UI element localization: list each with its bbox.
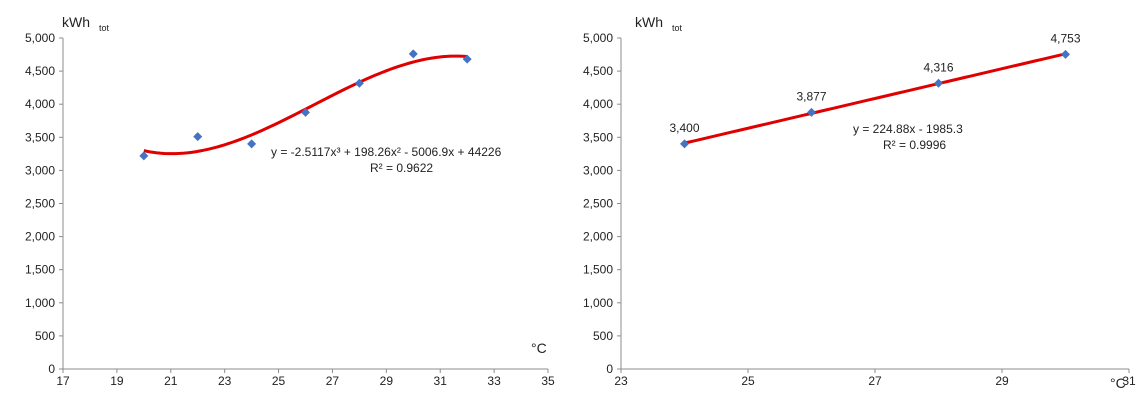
chart-1-x-tick-label: 27 [326, 374, 340, 388]
chart-2-y-tick-label: 500 [593, 329, 613, 343]
chart-2-data-label: 3,400 [669, 121, 699, 135]
chart-1-data-point [354, 78, 364, 88]
chart-2-y-tick-label: 4,000 [583, 97, 613, 111]
chart-2-y-axis-label-sub: tot [672, 23, 683, 33]
chart-1-equation: y = -2.5117x³ + 198.26x² - 5006.9x + 442… [271, 145, 502, 159]
chart-1-y-axis-label: kWh [62, 14, 90, 30]
chart-2-data-point [807, 107, 816, 117]
chart-1-r-squared: R² = 0.9622 [370, 161, 433, 175]
chart-1-y-tick-label: 4,500 [25, 64, 55, 78]
chart-1-data-point [247, 139, 257, 149]
chart-2-x-tick-label: 31 [1122, 374, 1136, 388]
chart-2-data-point [934, 78, 943, 88]
chart-1-x-tick-label: 25 [272, 374, 286, 388]
chart-1-data-point [193, 132, 203, 142]
chart-2-x-axis-label: °C [1110, 375, 1126, 391]
chart-2-trendline [684, 52, 1066, 145]
chart-1-y-tick-label: 2,500 [25, 197, 55, 211]
chart-1-y-tick-label: 3,500 [25, 130, 55, 144]
chart-2-data-point [1061, 49, 1070, 59]
chart-2-y-tick-label: 3,500 [583, 130, 613, 144]
chart-1-x-axis-label: °C [531, 340, 547, 356]
chart-1-x-tick-label: 35 [541, 374, 555, 388]
chart-1-x-tick-label: 29 [380, 374, 394, 388]
chart-1-y-tick-label: 3,000 [25, 163, 55, 177]
chart-1-y-tick-label: 500 [35, 329, 55, 343]
chart-1-x-tick-label: 31 [434, 374, 448, 388]
chart-1-x-tick-label: 23 [218, 374, 232, 388]
chart-2-data-label: 4,753 [1050, 31, 1080, 45]
chart-2-y-ticks: 0 500 1,000 1,500 2,000 2,500 3,000 3,500 4,000 4… [583, 31, 621, 376]
chart-1-y-tick-label: 2,000 [25, 230, 55, 244]
chart-1-y-ticks: 0 500 1,000 1,500 2,000 2,500 3,000 3,500 4,000 4… [25, 31, 63, 376]
chart-2-x-tick-label: 27 [868, 374, 882, 388]
chart-1-y-tick-label: 1,500 [25, 263, 55, 277]
chart-1-points [139, 49, 472, 161]
chart-1-y-axis-label-sub: tot [99, 23, 110, 33]
chart-1-y-tick-label: 4,000 [25, 97, 55, 111]
chart-1: 0 500 1,000 1,500 2,000 2,500 3,000 3,500 4,000 4… [25, 14, 555, 388]
chart-2-x-tick-label: 25 [741, 374, 755, 388]
chart-1-x-tick-label: 17 [56, 374, 70, 388]
chart-2-data-label: 3,877 [796, 89, 826, 103]
chart-2-y-tick-label: 3,000 [583, 163, 613, 177]
chart-1-x-tick-label: 21 [164, 374, 178, 388]
chart-2: 0 500 1,000 1,500 2,000 2,500 3,000 3,500 4,000 4… [583, 14, 1136, 391]
chart-1-y-tick-label: 0 [48, 362, 55, 376]
chart-1-trendline [143, 54, 468, 156]
chart-2-x-tick-label: 23 [614, 374, 628, 388]
chart-2-data-labels: 3,400 3,877 4,316 4,753 [669, 31, 1080, 135]
chart-1-x-tick-label: 33 [487, 374, 501, 388]
chart-2-r-squared: R² = 0.9996 [883, 138, 946, 152]
chart-2-y-tick-label: 1,500 [583, 263, 613, 277]
chart-2-y-tick-label: 1,000 [583, 296, 613, 310]
chart-2-y-tick-label: 0 [606, 362, 613, 376]
chart-2-equation: y = 224.88x - 1985.3 [853, 122, 963, 136]
chart-2-y-axis-label: kWh [635, 14, 663, 30]
chart-1-data-point [139, 151, 149, 161]
chart-2-data-point [680, 139, 689, 149]
chart-1-data-point [408, 49, 418, 59]
chart-2-x-tick-label: 29 [995, 374, 1009, 388]
chart-2-y-tick-label: 2,000 [583, 230, 613, 244]
chart-1-y-tick-label: 5,000 [25, 31, 55, 45]
chart-2-y-tick-label: 5,000 [583, 31, 613, 45]
chart-2-x-ticks: 23 25 27 29 31 [614, 369, 1136, 388]
chart-2-data-label: 4,316 [923, 60, 953, 74]
chart-1-x-tick-label: 19 [110, 374, 124, 388]
chart-2-y-tick-label: 4,500 [583, 64, 613, 78]
chart-1-x-ticks: 17 19 21 23 25 27 29 31 33 35 [56, 369, 555, 388]
chart-1-y-tick-label: 1,000 [25, 296, 55, 310]
chart-2-y-tick-label: 2,500 [583, 197, 613, 211]
chart-1-data-point [301, 107, 310, 117]
chart-1-data-point [462, 54, 472, 64]
chart-2-points [680, 49, 1070, 149]
